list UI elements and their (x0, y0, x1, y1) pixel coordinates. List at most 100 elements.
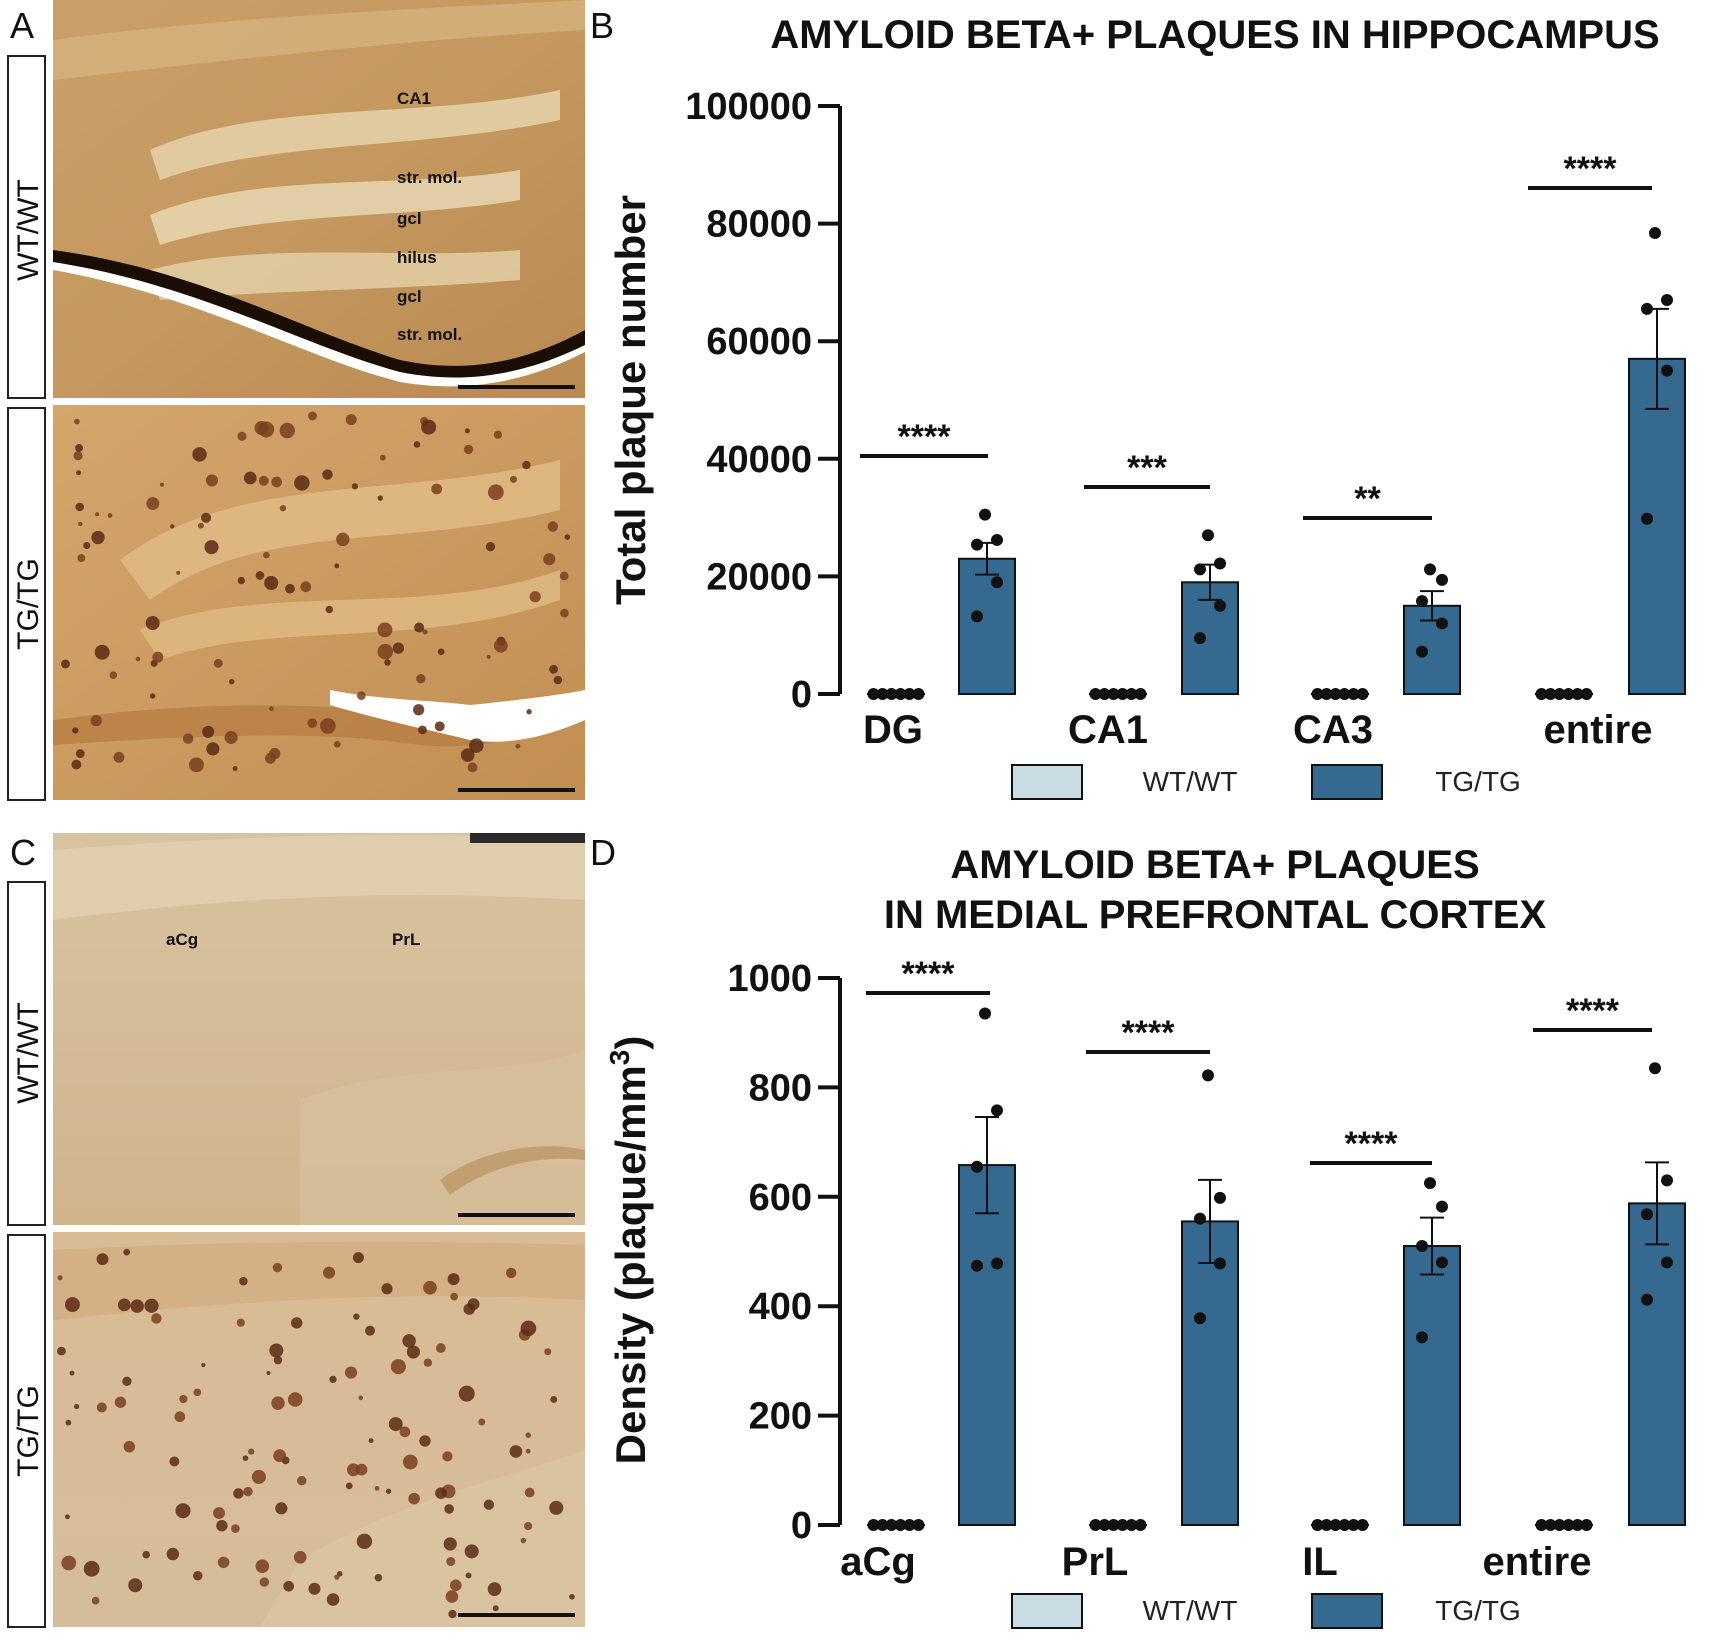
plaque-dot (248, 1448, 255, 1455)
plaque-dot (117, 1298, 131, 1312)
bar-tg-tg-il (1403, 1245, 1461, 1527)
legend: WT/WT TG/TG (1011, 1593, 1521, 1629)
plaque-dot (176, 570, 181, 575)
data-point (991, 1257, 1003, 1270)
plaque-dot (201, 512, 212, 523)
data-point (1194, 1212, 1206, 1225)
category-label: entire (1544, 708, 1653, 752)
plaque-dot (213, 1507, 225, 1519)
data-point (1098, 1519, 1111, 1531)
data-point (1661, 1256, 1673, 1269)
plaque-dot (308, 1582, 321, 1595)
plaque-dot (486, 654, 491, 659)
data-point (1424, 563, 1436, 576)
annotation-hilus: hilus (397, 248, 437, 267)
legend: WT/WT TG/TG (1011, 764, 1521, 800)
panel-letter-c: C (10, 832, 36, 873)
y-tick-label: 80000 (706, 204, 812, 246)
plaque-dot (65, 1514, 70, 1520)
plaque-dot (492, 1605, 499, 1612)
panel-letter-b: B (590, 5, 614, 46)
chart-title: AMYLOID BETA+ PLAQUES IN MEDIAL PREFRONTA… (884, 843, 1547, 937)
plaque-dot (334, 1574, 340, 1580)
annotation-str-mol: str. mol. (397, 168, 462, 187)
plaque-dot (402, 1334, 416, 1348)
plaque-dot (307, 718, 318, 729)
chart-title-line: AMYLOID BETA+ PLAQUES (950, 843, 1479, 887)
plaque-dot (273, 1449, 287, 1463)
row-label-box (7, 881, 46, 1226)
bar-tg-tg-entire (1628, 1202, 1686, 1526)
panel-a: A WT/WT TG/TG CA1 str. mol. gcl hilus gc… (7, 0, 585, 801)
plaque-dot (264, 575, 279, 591)
legend-label: WT/WT (1143, 1595, 1238, 1626)
data-point (1116, 1519, 1129, 1531)
plaque-dot (520, 1320, 537, 1337)
plaque-dot (272, 1262, 283, 1273)
data-point (1125, 1519, 1138, 1531)
data-point (1553, 688, 1566, 700)
significance-label: **** (1122, 1014, 1176, 1052)
y-axis-title-suffix: ) (607, 1036, 654, 1050)
plaque-dot (75, 749, 85, 759)
plaque-dot (271, 476, 282, 488)
data-point (894, 688, 907, 700)
plaque-dot (193, 1571, 203, 1581)
bars: **** **** **** **** (866, 955, 1686, 1531)
plaque-dot (423, 1280, 437, 1295)
data-point (991, 576, 1003, 589)
plaque-dot (202, 725, 215, 738)
significance-label: **** (1564, 150, 1618, 188)
plaque-dot (333, 740, 341, 748)
plaque-dots (57, 1248, 575, 1619)
chart-title-line: AMYLOID BETA+ PLAQUES IN HIPPOCAMPUS (770, 13, 1659, 57)
category-labels: aCg PrL IL entire (840, 1540, 1591, 1584)
plaque-dot (550, 1396, 558, 1403)
plaque-dot (152, 651, 164, 663)
plaque-dot (414, 622, 425, 633)
data-point (1641, 512, 1653, 525)
plaque-dot (413, 704, 425, 716)
plaque-dot (326, 1593, 340, 1606)
plaque-dot (352, 1252, 364, 1264)
plaque-dot (71, 759, 82, 770)
plaque-dot (206, 742, 220, 756)
data-point (1347, 1519, 1360, 1531)
plaque-dot (465, 1572, 472, 1579)
data-point (1107, 688, 1120, 700)
y-axis-title: Density (plaque/mm3) (604, 1036, 654, 1465)
data-point (912, 688, 925, 700)
data-point (1641, 1208, 1653, 1221)
plaque-dot (450, 1579, 462, 1592)
plaque-dot (57, 1346, 66, 1356)
plaque-dot (437, 648, 445, 656)
data-point (979, 1007, 991, 1020)
plaque-dot (96, 1253, 109, 1266)
plaque-dot (419, 1435, 431, 1447)
annotation-ca1: CA1 (397, 89, 431, 108)
plaque-dot (75, 502, 85, 512)
plaque-dot (435, 1343, 446, 1353)
y-axis: 0 20000 40000 60000 80000 100000 Total plaque … (607, 86, 842, 716)
plaque-dot (406, 1345, 420, 1359)
plaque-dot (445, 1590, 459, 1603)
data-point (1553, 1519, 1566, 1531)
data-point (1194, 563, 1206, 576)
plaque-dot (94, 644, 110, 660)
data-point (1329, 1519, 1342, 1531)
row-label-wt-c: WT/WT (12, 1002, 45, 1104)
data-point (1202, 529, 1214, 542)
panel-letter-d: D (590, 832, 616, 873)
plaque-dot (345, 414, 357, 426)
plaque-dot (334, 563, 340, 569)
annotation-str-mol: str. mol. (397, 325, 462, 344)
plaque-dot (114, 1396, 127, 1408)
data-point (1214, 557, 1226, 570)
plaque-dot (83, 541, 91, 550)
data-point (1641, 1293, 1653, 1306)
data-point (1134, 688, 1147, 700)
category-label: entire (1483, 1540, 1592, 1584)
plaque-dot (142, 1550, 150, 1559)
data-point (1194, 632, 1206, 645)
annotation-acg: aCg (166, 930, 198, 949)
